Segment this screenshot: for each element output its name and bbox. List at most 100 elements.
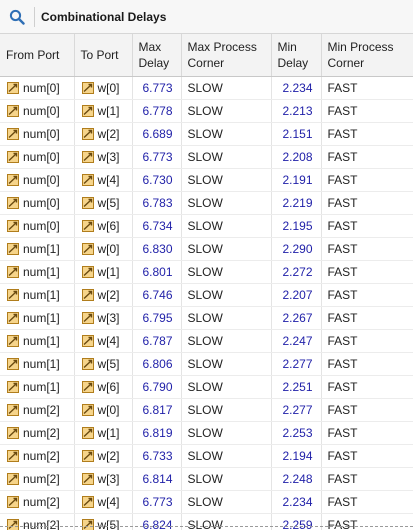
table-row[interactable]: num[0] w[1] 6.778 SLOW 2.213 FAST <box>0 99 413 123</box>
table-row[interactable]: num[1] w[2] 6.746 SLOW 2.207 FAST <box>0 283 413 307</box>
cell-from-port: num[1] <box>0 352 75 376</box>
input-port-icon <box>7 196 19 209</box>
cell-min-process-corner: FAST <box>321 375 413 399</box>
cell-min-process-corner: FAST <box>321 260 413 284</box>
input-port-icon <box>7 311 19 324</box>
column-header-max-delay[interactable]: Max Delay <box>132 34 182 77</box>
cell-from-port: num[0] <box>0 76 75 100</box>
table-row[interactable]: num[1] w[0] 6.830 SLOW 2.290 FAST <box>0 237 413 261</box>
table-row[interactable]: num[0] w[3] 6.773 SLOW 2.208 FAST <box>0 145 413 169</box>
cell-min-delay: 2.290 <box>271 237 322 261</box>
to-port-label: w[2] <box>97 126 120 141</box>
cell-to-port: w[0] <box>74 237 133 261</box>
cell-to-port: w[5] <box>74 352 133 376</box>
cell-max-delay: 6.778 <box>132 99 182 123</box>
to-port-label: w[0] <box>97 402 120 417</box>
cell-min-delay: 2.234 <box>271 490 322 514</box>
cell-from-port: num[0] <box>0 168 75 192</box>
cell-max-delay: 6.801 <box>132 260 182 284</box>
table-row[interactable]: num[2] w[2] 6.733 SLOW 2.194 FAST <box>0 444 413 468</box>
cell-min-process-corner: FAST <box>321 329 413 353</box>
cell-max-delay: 6.689 <box>132 122 182 146</box>
cell-max-delay: 6.830 <box>132 237 182 261</box>
from-port-label: num[2] <box>23 471 60 486</box>
view-title: Combinational Delays <box>41 9 167 24</box>
cell-max-process-corner: SLOW <box>181 145 272 169</box>
column-header-min-delay[interactable]: Min Delay <box>271 34 322 77</box>
cell-max-process-corner: SLOW <box>181 444 272 468</box>
from-port-label: num[2] <box>23 402 60 417</box>
cell-max-process-corner: SLOW <box>181 260 272 284</box>
table-row[interactable]: num[2] w[0] 6.817 SLOW 2.277 FAST <box>0 398 413 422</box>
input-port-icon <box>7 104 19 117</box>
from-port-label: num[1] <box>23 287 60 302</box>
cell-max-delay: 6.787 <box>132 329 182 353</box>
table-header-row: From Port To Port Max Delay Max Process Co… <box>0 34 413 77</box>
delays-table: From Port To Port Max Delay Max Process Co… <box>0 34 413 530</box>
cell-max-process-corner: SLOW <box>181 329 272 353</box>
table-row[interactable]: num[1] w[1] 6.801 SLOW 2.272 FAST <box>0 260 413 284</box>
cell-min-process-corner: FAST <box>321 444 413 468</box>
cell-max-delay: 6.734 <box>132 214 182 238</box>
cell-min-process-corner: FAST <box>321 191 413 215</box>
to-port-label: w[6] <box>97 379 120 394</box>
input-port-icon <box>7 449 19 462</box>
cell-min-process-corner: FAST <box>321 122 413 146</box>
output-port-icon <box>81 104 94 117</box>
from-port-label: num[1] <box>23 310 60 325</box>
cell-to-port: w[6] <box>74 214 133 238</box>
output-port-icon <box>81 127 94 140</box>
table-row[interactable]: num[2] w[4] 6.773 SLOW 2.234 FAST <box>0 490 413 514</box>
cell-min-delay: 2.253 <box>271 421 322 445</box>
output-port-icon <box>81 173 94 186</box>
output-port-icon <box>81 426 94 439</box>
from-port-label: num[0] <box>23 126 60 141</box>
table-row[interactable]: num[0] w[0] 6.773 SLOW 2.234 FAST <box>0 76 413 100</box>
cell-to-port: w[4] <box>74 329 133 353</box>
column-header-max-process-corner[interactable]: Max Process Corner <box>181 34 272 77</box>
cell-to-port: w[2] <box>74 122 133 146</box>
cell-max-process-corner: SLOW <box>181 490 272 514</box>
cell-from-port: num[1] <box>0 375 75 399</box>
search-button[interactable] <box>0 0 34 34</box>
table-row[interactable]: num[1] w[4] 6.787 SLOW 2.247 FAST <box>0 329 413 353</box>
cell-from-port: num[1] <box>0 283 75 307</box>
cell-from-port: num[1] <box>0 260 75 284</box>
cell-min-process-corner: FAST <box>321 145 413 169</box>
cell-to-port: w[3] <box>74 467 133 491</box>
column-header-to-port[interactable]: To Port <box>74 34 133 77</box>
table-row[interactable]: num[2] w[5] 6.824 SLOW 2.259 FAST <box>0 513 413 530</box>
cell-min-delay: 2.259 <box>271 513 322 530</box>
table-row[interactable]: num[1] w[3] 6.795 SLOW 2.267 FAST <box>0 306 413 330</box>
to-port-label: w[0] <box>97 80 120 95</box>
input-port-icon <box>7 173 19 186</box>
to-port-label: w[5] <box>97 195 120 210</box>
table-row[interactable]: num[1] w[5] 6.806 SLOW 2.277 FAST <box>0 352 413 376</box>
table-row[interactable]: num[0] w[6] 6.734 SLOW 2.195 FAST <box>0 214 413 238</box>
column-header-min-process-corner[interactable]: Min Process Corner <box>321 34 413 77</box>
cell-min-process-corner: FAST <box>321 467 413 491</box>
column-header-from-port[interactable]: From Port <box>0 34 75 77</box>
from-port-label: num[1] <box>23 379 60 394</box>
input-port-icon <box>7 495 19 508</box>
table-row[interactable]: num[0] w[4] 6.730 SLOW 2.191 FAST <box>0 168 413 192</box>
cell-max-delay: 6.783 <box>132 191 182 215</box>
cell-to-port: w[1] <box>74 260 133 284</box>
cell-max-process-corner: SLOW <box>181 467 272 491</box>
cell-to-port: w[1] <box>74 99 133 123</box>
from-port-label: num[2] <box>23 448 60 463</box>
cell-from-port: num[2] <box>0 421 75 445</box>
table-row[interactable]: num[2] w[1] 6.819 SLOW 2.253 FAST <box>0 421 413 445</box>
cell-min-delay: 2.195 <box>271 214 322 238</box>
table-row[interactable]: num[0] w[5] 6.783 SLOW 2.219 FAST <box>0 191 413 215</box>
cell-to-port: w[5] <box>74 513 133 530</box>
cell-to-port: w[4] <box>74 490 133 514</box>
to-port-label: w[1] <box>97 264 120 279</box>
table-row[interactable]: num[0] w[2] 6.689 SLOW 2.151 FAST <box>0 122 413 146</box>
table-row[interactable]: num[2] w[3] 6.814 SLOW 2.248 FAST <box>0 467 413 491</box>
input-port-icon <box>7 334 19 347</box>
cell-to-port: w[0] <box>74 398 133 422</box>
cell-max-process-corner: SLOW <box>181 168 272 192</box>
cell-max-delay: 6.790 <box>132 375 182 399</box>
table-row[interactable]: num[1] w[6] 6.790 SLOW 2.251 FAST <box>0 375 413 399</box>
